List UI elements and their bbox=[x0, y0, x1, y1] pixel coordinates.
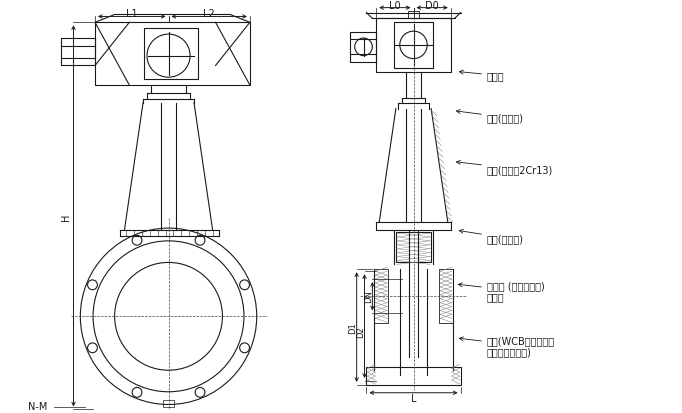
Text: L0: L0 bbox=[389, 1, 401, 11]
Text: D0: D0 bbox=[426, 1, 439, 11]
Text: N-M: N-M bbox=[29, 401, 48, 411]
Bar bbox=[162, 400, 175, 408]
Bar bbox=[366, 368, 460, 385]
Text: 密封圈 (聚四氟乙烯)
硬密封: 密封圈 (聚四氟乙烯) 硬密封 bbox=[458, 280, 545, 302]
Text: 电动头: 电动头 bbox=[460, 71, 505, 81]
Bar bbox=[439, 270, 453, 323]
Bar bbox=[374, 270, 388, 323]
Text: 闸板(不锈锤): 闸板(不锈锤) bbox=[459, 230, 524, 243]
Bar bbox=[408, 12, 419, 19]
Text: H: H bbox=[61, 213, 71, 220]
Text: L: L bbox=[411, 393, 416, 403]
Bar bbox=[95, 23, 250, 86]
Bar bbox=[394, 23, 433, 69]
Bar bbox=[350, 33, 376, 62]
Text: 阀体(WCB、不锈锤、
耗磨锤、耗温锤): 阀体(WCB、不锈锤、 耗磨锤、耗温锤) bbox=[460, 335, 555, 357]
Text: DN: DN bbox=[364, 290, 373, 302]
Bar bbox=[396, 233, 431, 263]
Text: 支架(铸锤、2Cr13): 支架(铸锤、2Cr13) bbox=[456, 161, 553, 175]
Bar bbox=[144, 29, 198, 80]
Bar bbox=[376, 19, 451, 73]
Text: D2: D2 bbox=[356, 325, 365, 337]
Text: 阀杆(不锈锤): 阀杆(不锈锤) bbox=[456, 110, 524, 123]
Text: D1: D1 bbox=[349, 321, 357, 333]
Text: L2: L2 bbox=[203, 9, 215, 19]
Text: L1: L1 bbox=[126, 9, 138, 19]
Bar bbox=[61, 39, 95, 66]
